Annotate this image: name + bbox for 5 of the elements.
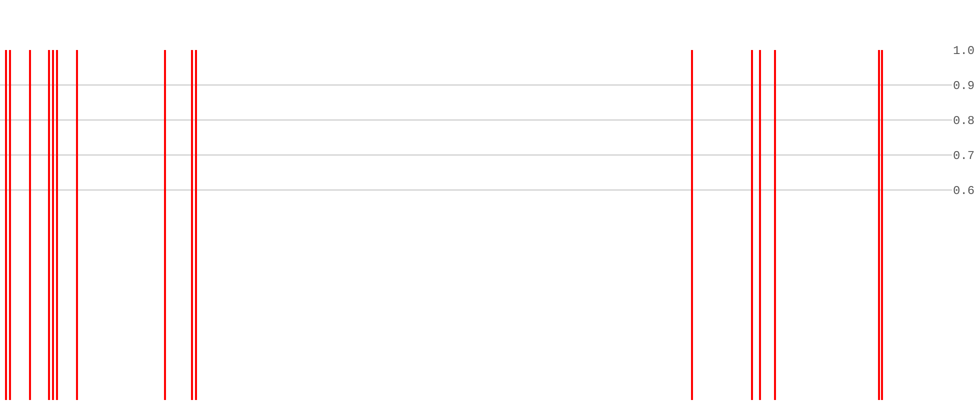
y-tick-label: 0.6 <box>953 184 975 198</box>
y-tick-label: 0.8 <box>953 114 975 128</box>
y-tick-label: 0.7 <box>953 149 975 164</box>
y-tick-label: 0.9 <box>953 79 975 94</box>
y-tick-label: 1.0 <box>953 44 975 58</box>
